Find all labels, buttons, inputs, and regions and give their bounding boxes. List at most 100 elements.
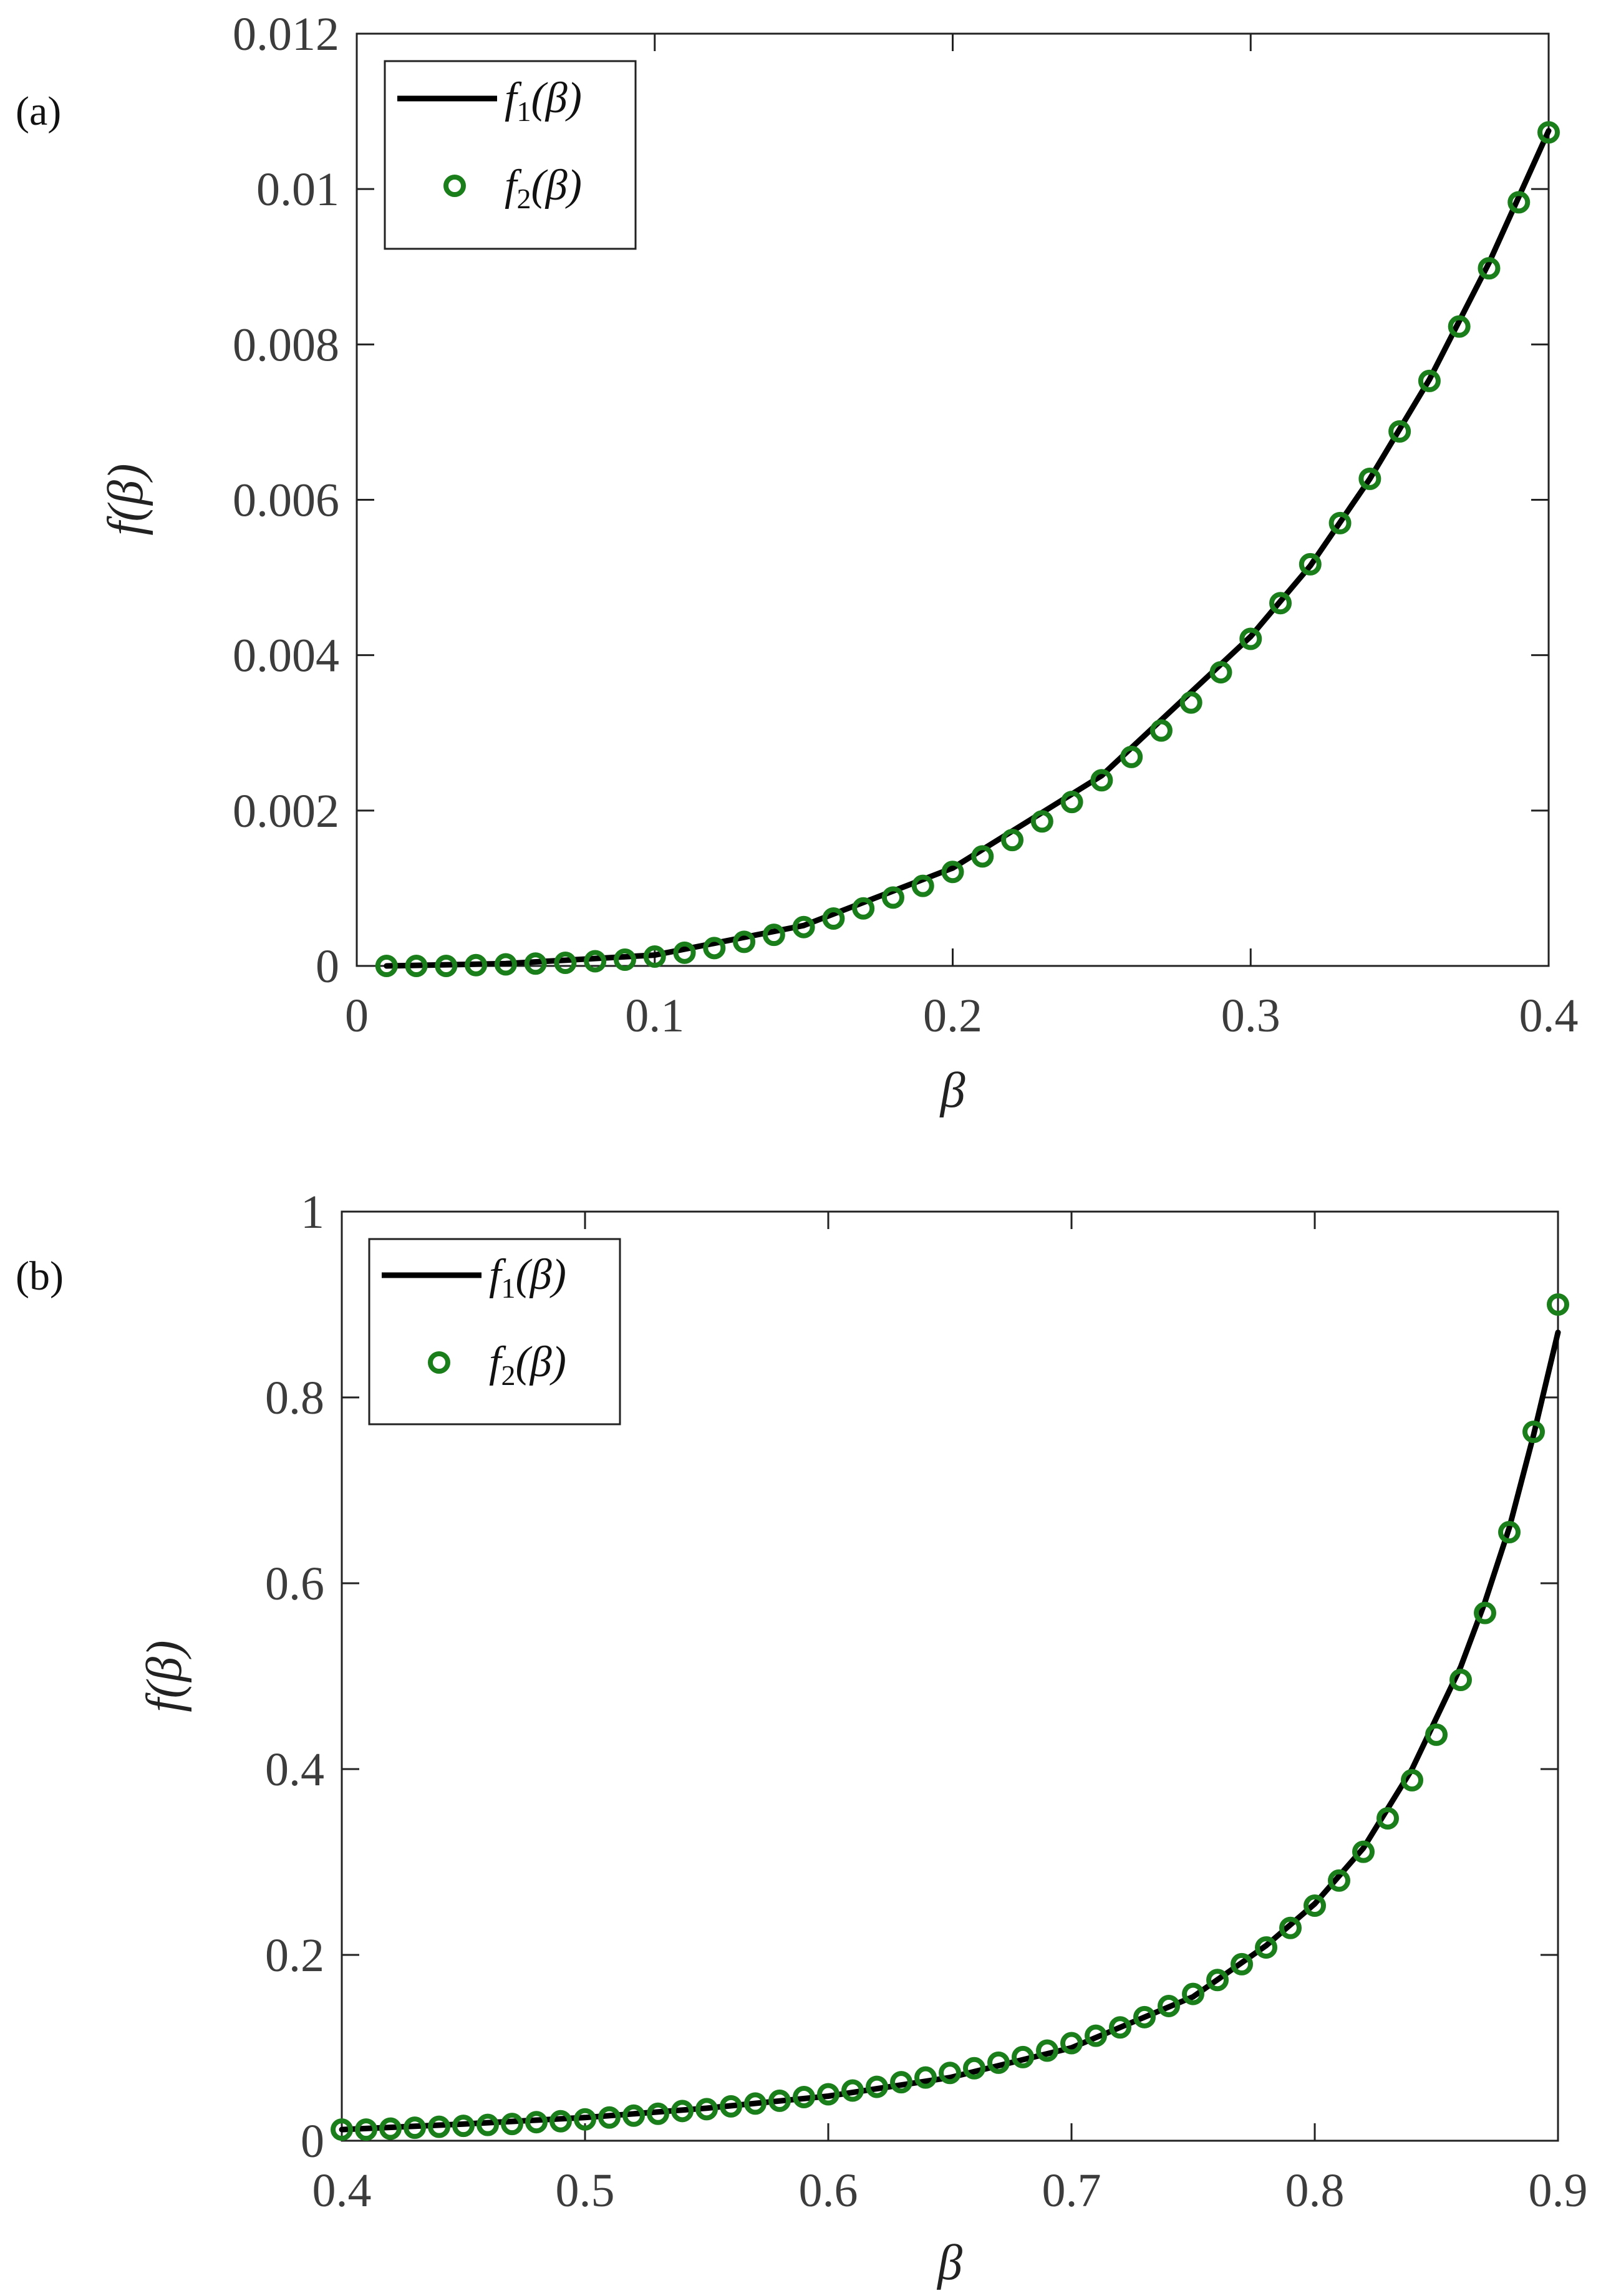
series-point-f2 xyxy=(1109,2016,1131,2039)
y-tick-label: 0.2 xyxy=(265,1929,324,1982)
series-point-f2 xyxy=(452,2115,475,2138)
series-point-f2 xyxy=(762,924,785,947)
y-tick-label: 0.4 xyxy=(265,1744,324,1796)
series-point-f2 xyxy=(1209,661,1232,684)
series-point-f2 xyxy=(1120,745,1143,768)
series-point-f2 xyxy=(1537,121,1560,144)
series-point-f2 xyxy=(404,2116,426,2139)
series-point-f2 xyxy=(1149,719,1173,742)
series-point-f2 xyxy=(911,874,934,897)
series-point-f2 xyxy=(1279,1916,1302,1939)
series-point-f2 xyxy=(501,2113,523,2136)
series-point-f2 xyxy=(1304,1894,1326,1917)
x-axis-label: β xyxy=(939,1063,965,1118)
x-tick-label: 0.6 xyxy=(799,2164,858,2217)
series-point-f2 xyxy=(647,2102,669,2125)
series-point-f2 xyxy=(1269,592,1292,615)
x-tick-label: 0.8 xyxy=(1285,2164,1345,2217)
series-point-f2 xyxy=(375,955,398,977)
legend-label: f1(β) xyxy=(489,1251,566,1304)
panel-label: (b) xyxy=(16,1253,64,1299)
y-tick-label: 0 xyxy=(316,940,339,993)
series-point-f2 xyxy=(671,2100,694,2123)
legend-label: f2(β) xyxy=(505,162,582,215)
series-point-f2 xyxy=(768,2089,791,2112)
series-point-f2 xyxy=(1060,2032,1083,2055)
series-point-f2 xyxy=(1158,1994,1180,2017)
series-point-f2 xyxy=(613,948,636,972)
plot-area-frame xyxy=(341,1210,1559,2142)
series-point-f2 xyxy=(1090,769,1113,792)
series-point-f2 xyxy=(428,2115,450,2138)
series-point-f2 xyxy=(1328,511,1352,534)
y-tick-label: 0.01 xyxy=(256,163,339,216)
series-point-f2 xyxy=(477,2113,499,2136)
x-tick-label: 0.1 xyxy=(625,990,684,1042)
series-point-f2 xyxy=(1239,627,1262,650)
series-point-f2 xyxy=(914,2066,937,2089)
series-point-f2 xyxy=(673,941,696,964)
series-point-f2 xyxy=(1448,315,1471,338)
series-point-f2 xyxy=(1358,467,1381,490)
legend-circle-swatch xyxy=(428,1351,450,1374)
series-point-f2 xyxy=(643,945,666,968)
series-point-f2 xyxy=(1498,1521,1521,1544)
series-point-f2 xyxy=(598,2106,621,2129)
panel-label: (a) xyxy=(16,89,61,134)
series-point-f2 xyxy=(1012,2045,1034,2068)
series-point-f2 xyxy=(822,907,845,930)
series-point-f2 xyxy=(890,2071,912,2094)
series-point-f2 xyxy=(987,2051,1010,2074)
series-point-f2 xyxy=(703,937,726,960)
y-axis-label: f(β) xyxy=(137,1640,192,1712)
series-point-f2 xyxy=(841,2079,864,2102)
series-point-f2 xyxy=(1231,1952,1253,1975)
y-axis-label: f(β) xyxy=(99,463,153,535)
series-point-f2 xyxy=(1299,552,1322,576)
series-point-f2 xyxy=(793,2085,815,2108)
series-point-f2 xyxy=(1328,1869,1350,1892)
series-point-f2 xyxy=(1001,829,1024,852)
series-point-f2 xyxy=(525,2111,548,2134)
y-tick-label: 0.012 xyxy=(233,8,339,60)
y-tick-label: 0.002 xyxy=(233,785,339,837)
series-point-f2 xyxy=(1255,1936,1277,1959)
series-point-f2 xyxy=(1449,1668,1472,1691)
series-point-f2 xyxy=(866,2075,888,2098)
series-point-f2 xyxy=(435,955,458,977)
x-axis-label: β xyxy=(936,2236,962,2290)
series-line-f1 xyxy=(339,1329,1561,2133)
series-point-f2 xyxy=(494,953,517,976)
series-point-f2 xyxy=(465,953,488,977)
series-point-f2 xyxy=(1474,1601,1496,1624)
x-tick-label: 0.3 xyxy=(1221,990,1280,1042)
legend-label: f2(β) xyxy=(489,1338,566,1391)
series-point-f2 xyxy=(720,2095,742,2118)
series-line-f1 xyxy=(384,128,1552,969)
series-point-f2 xyxy=(1478,257,1501,280)
series-point-f2 xyxy=(744,2092,767,2115)
series-point-f2 xyxy=(941,861,964,884)
series-point-f2 xyxy=(1352,1840,1375,1863)
series-point-f2 xyxy=(792,915,815,938)
series-point-f2 xyxy=(817,2083,839,2106)
series-point-f2 xyxy=(1179,691,1202,714)
series-point-f2 xyxy=(881,886,904,909)
x-tick-label: 0.7 xyxy=(1042,2164,1101,2217)
y-tick-label: 0.008 xyxy=(233,319,339,371)
series-point-f2 xyxy=(695,2098,718,2121)
series-point-f2 xyxy=(1085,2024,1107,2047)
series-point-f2 xyxy=(733,930,756,953)
series-point-f2 xyxy=(1388,420,1411,443)
x-tick-label: 0.9 xyxy=(1529,2164,1588,2217)
series-point-f2 xyxy=(1060,791,1083,814)
y-tick-label: 1 xyxy=(301,1186,324,1238)
panel-b: 0.4 0.5 0.6 0.7 0.8 0.9 0 0.2 0.4 0.6 0.8 1 β f(β) (b)… xyxy=(16,1186,1588,2290)
legend-box xyxy=(384,60,637,250)
panel-a: 0 0.1 0.2 0.3 0.4 0 0.002 0.004 0.006 0.008 0.01 0.… xyxy=(16,8,1579,1118)
series-point-f2 xyxy=(584,950,607,973)
y-tick-label: 0.004 xyxy=(233,630,339,682)
series-point-f2 xyxy=(971,845,994,868)
series-point-f2 xyxy=(331,2118,353,2141)
